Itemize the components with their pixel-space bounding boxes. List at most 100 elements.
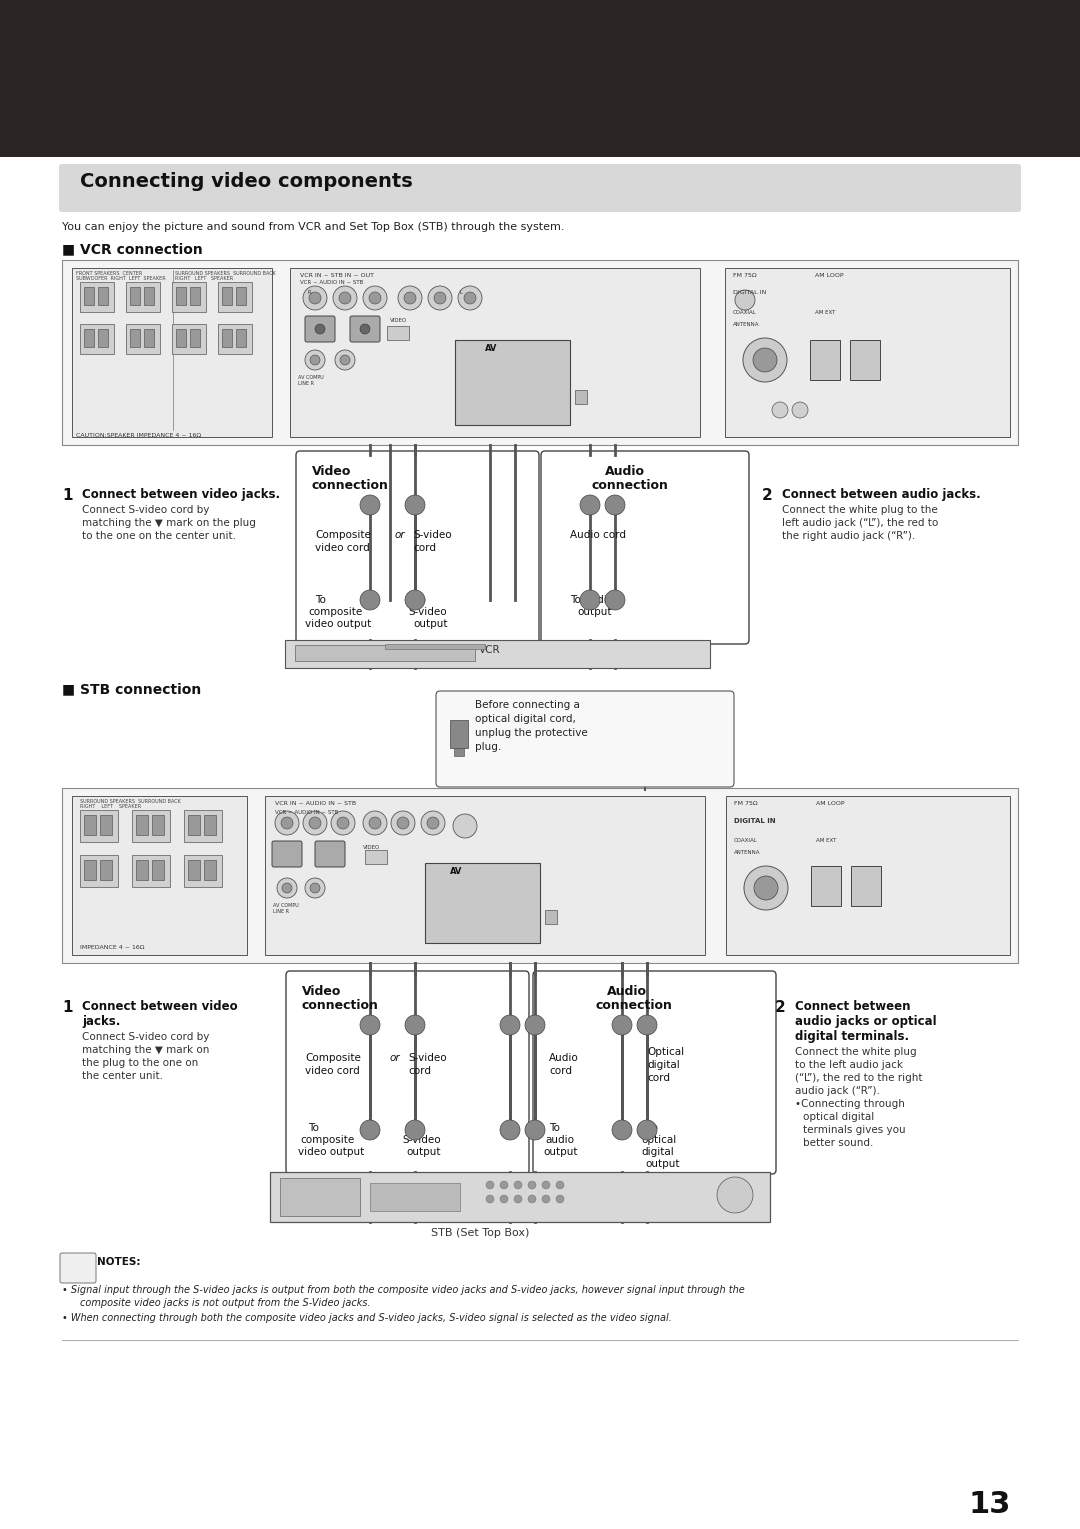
Text: COAXIAL: COAXIAL: [733, 310, 757, 315]
Circle shape: [556, 1196, 564, 1203]
Text: Connect between video jacks.: Connect between video jacks.: [82, 488, 280, 502]
Text: S-video: S-video: [408, 1053, 447, 1063]
Bar: [144, 329, 154, 347]
Text: connection: connection: [302, 998, 379, 1012]
Circle shape: [305, 350, 325, 370]
Bar: [130, 329, 140, 347]
Circle shape: [500, 1180, 508, 1190]
FancyBboxPatch shape: [59, 164, 1021, 213]
Text: FM 75Ω: FM 75Ω: [734, 801, 758, 806]
Bar: [0, 0, 1080, 157]
Text: audio jacks or optical: audio jacks or optical: [795, 1015, 936, 1027]
Text: COAXIAL: COAXIAL: [734, 838, 758, 842]
Text: Connecting video components: Connecting video components: [80, 171, 413, 191]
Text: S-video: S-video: [402, 1135, 441, 1145]
Circle shape: [637, 1015, 657, 1035]
Text: Connect the white plug: Connect the white plug: [795, 1047, 917, 1057]
Text: AV COMPU
LINE R: AV COMPU LINE R: [273, 904, 299, 914]
Text: ANTENNA: ANTENNA: [734, 850, 760, 855]
Text: VIDEO: VIDEO: [363, 846, 380, 850]
Text: video cord: video cord: [315, 543, 369, 553]
Text: • Signal input through the S-video jacks is output from both the composite video: • Signal input through the S-video jacks…: [62, 1284, 745, 1295]
Bar: [725, 268, 1010, 437]
Bar: [152, 859, 164, 881]
Circle shape: [330, 810, 355, 835]
Bar: [136, 859, 148, 881]
Text: To: To: [308, 1122, 319, 1133]
Text: R: R: [308, 291, 312, 295]
Circle shape: [612, 1015, 632, 1035]
Text: the center unit.: the center unit.: [82, 1070, 163, 1081]
Text: AM EXT: AM EXT: [816, 838, 836, 842]
Text: 1: 1: [62, 488, 72, 503]
Bar: [237, 287, 246, 304]
Bar: [132, 855, 170, 887]
Circle shape: [580, 590, 600, 610]
Circle shape: [399, 286, 422, 310]
Circle shape: [391, 810, 415, 835]
Text: To: To: [408, 1122, 419, 1133]
Bar: [84, 859, 96, 881]
Text: matching the ▼ mark on the plug: matching the ▼ mark on the plug: [82, 518, 256, 528]
Text: matching the ▼ mark on: matching the ▼ mark on: [82, 1044, 210, 1055]
Circle shape: [525, 1121, 545, 1141]
Bar: [62, 260, 1018, 445]
Bar: [184, 855, 222, 887]
Text: AV: AV: [450, 867, 462, 876]
Circle shape: [528, 1180, 536, 1190]
Text: optical: optical: [642, 1135, 676, 1145]
Bar: [450, 720, 468, 748]
Text: video output: video output: [305, 619, 372, 628]
Bar: [144, 287, 154, 304]
Text: connection: connection: [595, 998, 672, 1012]
Circle shape: [309, 292, 321, 304]
Circle shape: [405, 1015, 426, 1035]
Circle shape: [428, 286, 453, 310]
Bar: [188, 859, 200, 881]
Circle shape: [542, 1196, 550, 1203]
Bar: [426, 862, 540, 943]
Bar: [130, 287, 140, 304]
Bar: [98, 329, 108, 347]
Bar: [370, 1183, 460, 1211]
Text: digital: digital: [647, 1060, 679, 1070]
Text: left audio jack (“L”), the red to: left audio jack (“L”), the red to: [782, 518, 939, 528]
FancyBboxPatch shape: [350, 317, 380, 342]
Circle shape: [315, 324, 325, 333]
Bar: [218, 281, 252, 312]
Text: cord: cord: [408, 1066, 431, 1076]
Bar: [218, 324, 252, 355]
Text: terminals gives you: terminals gives you: [804, 1125, 906, 1135]
Text: IMPEDANCE 4 ~ 16Ω: IMPEDANCE 4 ~ 16Ω: [80, 945, 145, 950]
Text: 13: 13: [969, 1489, 1011, 1518]
Circle shape: [276, 878, 297, 898]
Circle shape: [580, 495, 600, 515]
Circle shape: [525, 1015, 545, 1035]
Bar: [172, 281, 206, 312]
Circle shape: [404, 292, 416, 304]
Bar: [126, 281, 160, 312]
Bar: [222, 287, 232, 304]
Bar: [811, 865, 841, 907]
Bar: [280, 1177, 360, 1216]
Text: To audio: To audio: [570, 595, 613, 605]
Bar: [726, 797, 1010, 956]
FancyBboxPatch shape: [436, 691, 734, 787]
Text: the right audio jack (“R”).: the right audio jack (“R”).: [782, 531, 915, 541]
Bar: [545, 910, 557, 924]
Text: RIGHT    LEFT    SPEAKER: RIGHT LEFT SPEAKER: [80, 804, 141, 809]
Circle shape: [309, 816, 321, 829]
Bar: [80, 810, 118, 842]
Text: FRONT SPEAKERS  CENTER: FRONT SPEAKERS CENTER: [76, 271, 143, 277]
Text: or: or: [395, 531, 406, 540]
FancyBboxPatch shape: [305, 317, 335, 342]
Text: cord: cord: [549, 1066, 572, 1076]
Circle shape: [717, 1177, 753, 1212]
Circle shape: [337, 816, 349, 829]
Text: Connect between video: Connect between video: [82, 1000, 238, 1014]
Circle shape: [281, 816, 293, 829]
Text: ANTENNA: ANTENNA: [733, 323, 759, 327]
Text: composite: composite: [300, 1135, 354, 1145]
Text: or: or: [390, 1053, 401, 1063]
Bar: [62, 787, 1018, 963]
